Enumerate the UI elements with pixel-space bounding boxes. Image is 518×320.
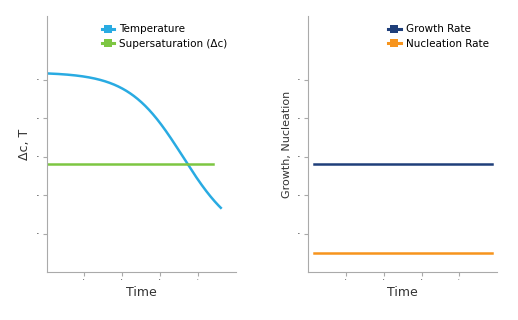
Y-axis label: Growth, Nucleation: Growth, Nucleation xyxy=(282,90,292,198)
X-axis label: Time: Time xyxy=(387,285,418,299)
Legend: Temperature, Supersaturation (Δc): Temperature, Supersaturation (Δc) xyxy=(98,21,231,52)
Y-axis label: Δc, T: Δc, T xyxy=(18,128,31,160)
X-axis label: Time: Time xyxy=(126,285,156,299)
Legend: Growth Rate, Nucleation Rate: Growth Rate, Nucleation Rate xyxy=(385,21,492,52)
